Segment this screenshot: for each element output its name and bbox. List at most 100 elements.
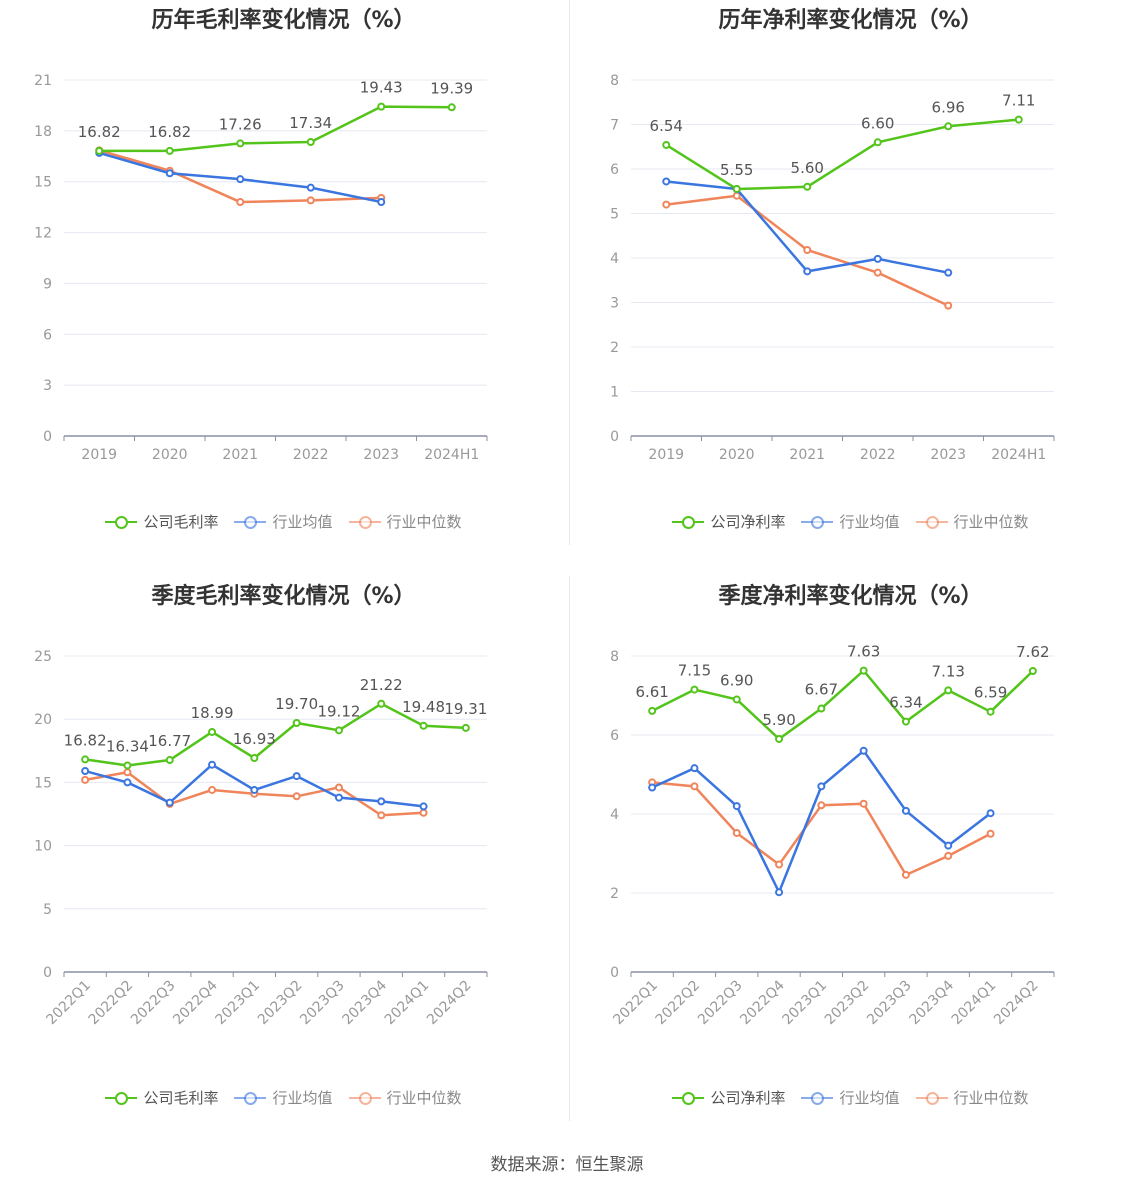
data-point-company[interactable]	[236, 139, 245, 148]
data-point-median[interactable]	[662, 200, 671, 209]
legend-marker-icon	[672, 1091, 705, 1105]
legend-marker-icon	[105, 1091, 138, 1105]
data-point-company[interactable]	[775, 734, 784, 743]
legend-item-median[interactable]: 行业中位数	[348, 1087, 462, 1108]
data-point-company[interactable]	[334, 726, 343, 735]
data-point-median[interactable]	[123, 768, 132, 777]
data-point-company[interactable]	[944, 686, 953, 695]
data-point-company[interactable]	[859, 666, 868, 675]
data-point-company[interactable]	[292, 718, 301, 727]
data-label: 7.13	[932, 662, 965, 680]
data-point-company[interactable]	[1014, 115, 1023, 124]
data-point-company[interactable]	[447, 103, 456, 112]
data-point-company[interactable]	[873, 138, 882, 147]
data-point-median[interactable]	[775, 860, 784, 869]
data-point-avg[interactable]	[292, 772, 301, 781]
data-point-avg[interactable]	[377, 797, 386, 806]
x-tick-label: 2022Q2	[86, 978, 137, 1029]
data-point-avg[interactable]	[81, 767, 90, 776]
legend-item-company[interactable]: 公司净利率	[672, 511, 785, 532]
data-point-avg[interactable]	[944, 841, 953, 850]
data-point-median[interactable]	[803, 245, 812, 254]
data-point-median[interactable]	[334, 783, 343, 792]
data-point-company[interactable]	[306, 138, 315, 147]
data-point-avg[interactable]	[165, 169, 174, 178]
legend-item-median[interactable]: 行业中位数	[348, 511, 462, 532]
data-point-median[interactable]	[732, 828, 741, 837]
data-point-company[interactable]	[250, 754, 259, 763]
data-point-avg[interactable]	[873, 254, 882, 263]
data-point-avg[interactable]	[803, 267, 812, 276]
data-point-avg[interactable]	[334, 793, 343, 802]
data-point-company[interactable]	[419, 721, 428, 730]
data-point-company[interactable]	[648, 706, 657, 715]
data-point-avg[interactable]	[165, 798, 174, 807]
data-point-company[interactable]	[901, 717, 910, 726]
legend-item-company[interactable]: 公司毛利率	[105, 511, 218, 532]
data-point-avg[interactable]	[250, 785, 259, 794]
data-point-median[interactable]	[732, 191, 741, 200]
data-point-median[interactable]	[81, 775, 90, 784]
legend-item-avg[interactable]: 行业均值	[801, 1087, 900, 1108]
data-point-avg[interactable]	[901, 806, 910, 815]
data-point-median[interactable]	[873, 268, 882, 277]
data-point-avg[interactable]	[775, 888, 784, 897]
legend-item-avg[interactable]: 行业均值	[801, 511, 900, 532]
data-point-avg[interactable]	[662, 177, 671, 186]
legend-item-median[interactable]: 行业中位数	[915, 511, 1029, 532]
data-label: 18.99	[191, 704, 234, 722]
data-point-avg[interactable]	[690, 764, 699, 773]
data-point-company[interactable]	[165, 146, 174, 155]
data-label: 6.61	[635, 683, 668, 701]
legend-item-company[interactable]: 公司毛利率	[105, 1087, 218, 1108]
data-point-avg[interactable]	[208, 760, 217, 769]
data-point-avg[interactable]	[648, 783, 657, 792]
annual-gross-margin-panel: 历年毛利率变化情况（%） 0 3 6 9 12 15 18 21 2019 2020 2021 202…	[0, 0, 567, 575]
data-point-avg[interactable]	[817, 782, 826, 791]
data-point-median[interactable]	[859, 799, 868, 808]
data-point-company[interactable]	[123, 761, 132, 770]
data-point-company[interactable]	[986, 707, 995, 716]
data-point-avg[interactable]	[986, 809, 995, 818]
data-label: 6.67	[805, 681, 838, 699]
data-point-avg[interactable]	[859, 746, 868, 755]
data-point-company[interactable]	[944, 122, 953, 131]
data-point-avg[interactable]	[732, 802, 741, 811]
data-point-median[interactable]	[944, 851, 953, 860]
data-point-median[interactable]	[817, 801, 826, 810]
data-point-median[interactable]	[986, 829, 995, 838]
data-point-median[interactable]	[944, 301, 953, 310]
data-point-company[interactable]	[95, 146, 104, 155]
data-point-median[interactable]	[208, 785, 217, 794]
data-point-company[interactable]	[81, 755, 90, 764]
data-point-median[interactable]	[292, 792, 301, 801]
data-point-company[interactable]	[732, 695, 741, 704]
legend-item-company[interactable]: 公司净利率	[672, 1087, 785, 1108]
data-point-median[interactable]	[901, 870, 910, 879]
data-point-median[interactable]	[306, 196, 315, 205]
data-point-company[interactable]	[817, 704, 826, 713]
data-point-company[interactable]	[377, 102, 386, 111]
data-point-median[interactable]	[377, 811, 386, 820]
data-point-avg[interactable]	[123, 778, 132, 787]
data-point-avg[interactable]	[419, 802, 428, 811]
data-point-company[interactable]	[732, 185, 741, 194]
data-point-median[interactable]	[419, 808, 428, 817]
data-point-company[interactable]	[690, 685, 699, 694]
data-point-avg[interactable]	[306, 183, 315, 192]
data-point-company[interactable]	[461, 723, 470, 732]
data-point-median[interactable]	[236, 198, 245, 207]
legend-item-avg[interactable]: 行业均值	[234, 511, 333, 532]
data-point-company[interactable]	[1028, 667, 1037, 676]
data-point-avg[interactable]	[236, 175, 245, 184]
legend-item-median[interactable]: 行业中位数	[915, 1087, 1029, 1108]
data-point-company[interactable]	[208, 727, 217, 736]
data-point-company[interactable]	[803, 182, 812, 191]
data-point-avg[interactable]	[944, 268, 953, 277]
data-point-company[interactable]	[662, 140, 671, 149]
data-point-avg[interactable]	[377, 198, 386, 207]
data-point-median[interactable]	[690, 782, 699, 791]
legend-item-avg[interactable]: 行业均值	[234, 1087, 333, 1108]
data-point-company[interactable]	[377, 699, 386, 708]
data-point-company[interactable]	[165, 756, 174, 765]
